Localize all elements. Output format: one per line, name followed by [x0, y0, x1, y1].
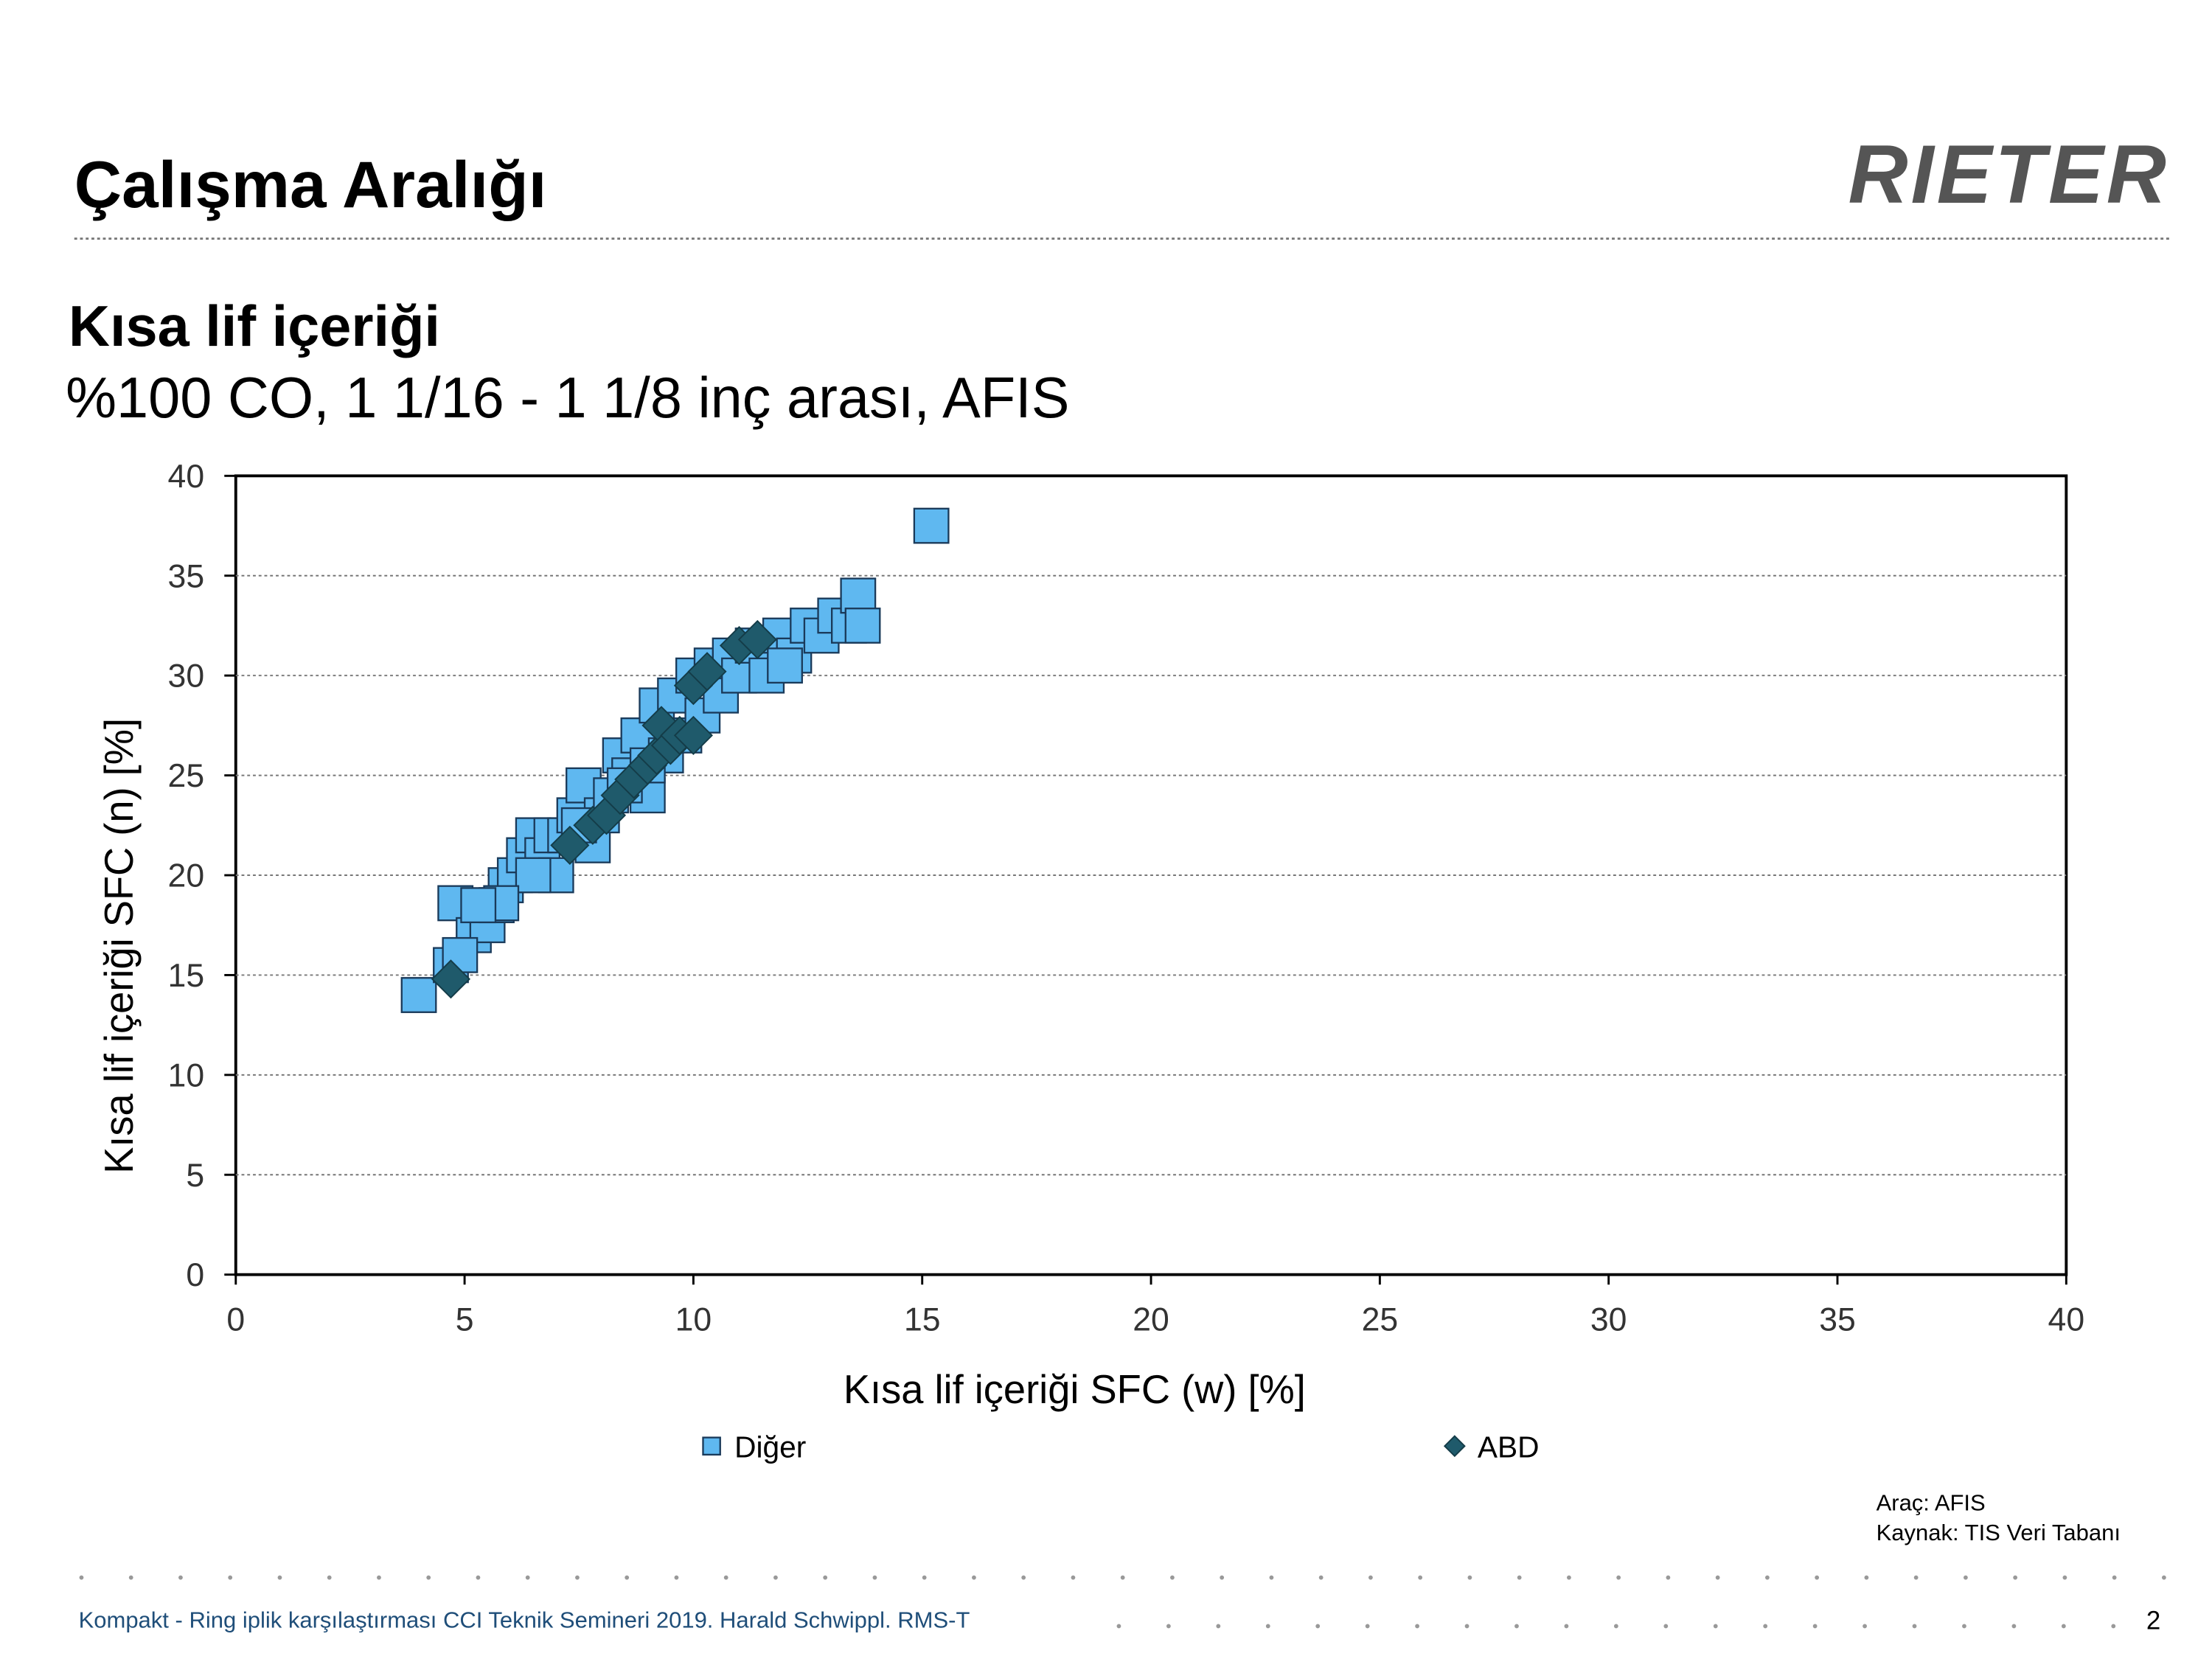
- y-tick-label: 0: [186, 1257, 204, 1293]
- legend-marker: [702, 1436, 721, 1456]
- point: [687, 652, 727, 692]
- point: [673, 715, 713, 755]
- x-tick-label: 30: [1590, 1301, 1627, 1338]
- legend-label: ABD: [1478, 1430, 1540, 1464]
- point: [460, 887, 497, 924]
- x-tick-label: 25: [1362, 1301, 1399, 1338]
- y-tick-label: 25: [168, 758, 205, 794]
- y-axis-label: Kısa lif içeriği SFC (n) [%]: [97, 718, 142, 1174]
- point: [431, 959, 471, 999]
- y-tick-label: 35: [168, 558, 205, 594]
- x-tick-label: 35: [1819, 1301, 1856, 1338]
- x-tick-label: 5: [456, 1301, 474, 1338]
- y-tick-label: 5: [186, 1158, 204, 1194]
- chart-subtitle: %100 CO, 1 1/16 - 1 1/8 inç arası, AFIS: [66, 366, 1069, 430]
- y-tick-label: 10: [168, 1057, 205, 1093]
- y-tick-label: 15: [168, 958, 205, 994]
- legend-marker: [1443, 1435, 1466, 1458]
- point: [737, 619, 777, 659]
- x-axis-label: Kısa lif içeriği SFC (w) [%]: [844, 1368, 1306, 1412]
- point: [550, 825, 590, 865]
- point: [400, 977, 437, 1013]
- chart-title: Kısa lif içeriği: [69, 295, 440, 358]
- x-tick-label: 20: [1133, 1301, 1169, 1338]
- y-tick-label: 20: [168, 858, 205, 894]
- y-tick-label: 40: [168, 459, 205, 495]
- y-tick-label: 30: [168, 658, 205, 695]
- source-tool: Araç: AFIS: [1877, 1489, 1986, 1515]
- page-number: 2: [2146, 1606, 2160, 1635]
- point: [767, 647, 803, 684]
- point: [913, 507, 950, 544]
- x-tick-label: 40: [2048, 1301, 2085, 1338]
- logo: RIETER: [1848, 128, 2168, 220]
- point: [515, 857, 552, 894]
- legend-label: Diğer: [734, 1430, 806, 1464]
- footer-text: Kompakt - Ring iplik karşılaştırması CCI…: [79, 1607, 970, 1632]
- x-tick-label: 0: [226, 1301, 245, 1338]
- point: [844, 608, 881, 644]
- x-tick-label: 10: [675, 1301, 712, 1338]
- source-db: Kaynak: TIS Veri Tabanı: [1877, 1520, 2121, 1545]
- slide-title: Çalışma Aralığı: [74, 147, 547, 221]
- plot: 0 5 10 15 20 25 30 35 40 0 5 10 15 20 25 30 35 40: [168, 459, 2085, 1338]
- x-tick-label: 15: [904, 1301, 941, 1338]
